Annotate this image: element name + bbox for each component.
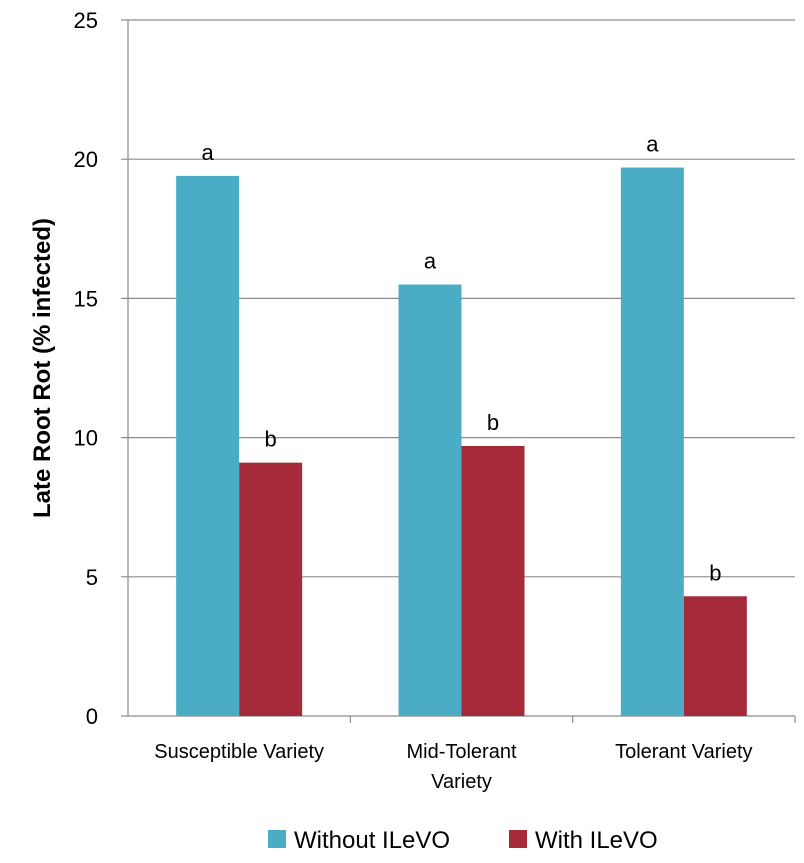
bars — [176, 167, 747, 717]
legend-label: With ILeVO — [535, 827, 658, 854]
bar-without-ilevo-1 — [398, 284, 462, 716]
data-label: b — [487, 410, 499, 435]
data-label: a — [646, 132, 659, 157]
y-tick-label: 25 — [74, 8, 98, 33]
bar-without-ilevo-2 — [620, 167, 684, 716]
bar-with-ilevo-1 — [461, 445, 525, 716]
y-tick-label: 15 — [74, 286, 98, 311]
data-label: a — [424, 248, 437, 273]
y-tick-label: 0 — [86, 704, 98, 729]
legend-item: Without ILeVO — [268, 827, 450, 854]
legend: Without ILeVO With ILeVO — [268, 827, 658, 854]
y-tick-labels: 0 5 10 15 20 25 — [74, 8, 98, 729]
legend-label: Without ILeVO — [294, 827, 450, 854]
category-label: Mid-Tolerant — [406, 741, 516, 763]
legend-swatch — [509, 830, 527, 848]
bar-with-ilevo-2 — [683, 596, 747, 716]
category-labels: Susceptible Variety Mid-Tolerant Variety To… — [154, 741, 752, 793]
y-tick-label: 20 — [74, 147, 98, 172]
category-label: Susceptible Variety — [154, 741, 324, 763]
data-labels: a b a b a b — [202, 132, 722, 586]
y-axis-label: Late Root Rot (% infected) — [29, 218, 56, 518]
data-label: a — [202, 140, 215, 165]
bar-without-ilevo-0 — [176, 175, 240, 717]
category-label: Tolerant Variety — [615, 741, 752, 763]
bar-with-ilevo-0 — [239, 462, 303, 716]
y-tick-label: 10 — [74, 426, 98, 451]
legend-item: With ILeVO — [509, 827, 658, 854]
category-label: Variety — [431, 771, 492, 793]
data-label: b — [265, 427, 277, 452]
legend-swatch — [268, 830, 286, 848]
y-tick-label: 5 — [86, 565, 98, 590]
data-label: b — [709, 560, 721, 585]
